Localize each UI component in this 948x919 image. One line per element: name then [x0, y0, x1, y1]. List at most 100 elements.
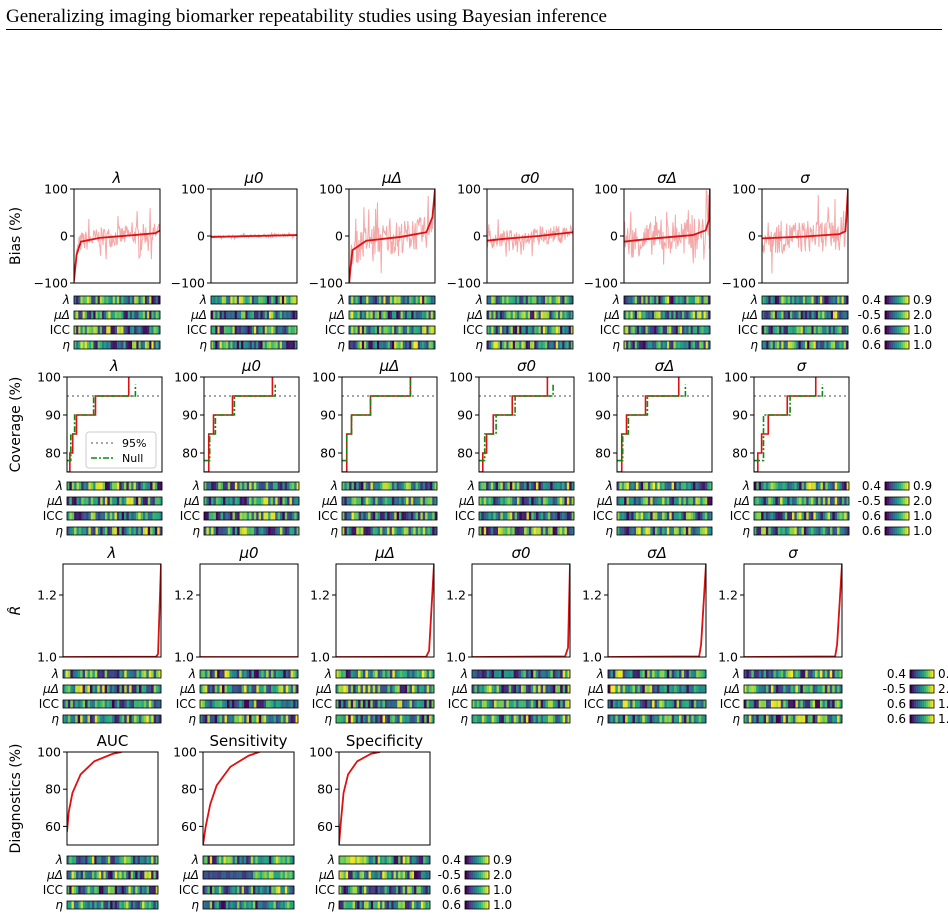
strip-cell	[780, 670, 784, 678]
strip-cell	[268, 670, 272, 678]
strip-cell	[140, 497, 144, 505]
strip-cell	[645, 527, 649, 535]
strip-cell	[151, 700, 154, 708]
strip-cell	[538, 700, 541, 708]
strip-cell	[489, 685, 492, 693]
strip-cell	[262, 311, 266, 319]
strip-cell	[149, 311, 152, 319]
strip-cell	[358, 700, 361, 708]
strip-cell	[384, 901, 388, 909]
strip-cell	[488, 512, 492, 520]
strip-cell	[153, 856, 157, 864]
strip-cell	[495, 341, 499, 349]
strip-cell	[508, 685, 512, 693]
strip-cell	[809, 341, 812, 349]
strip-cell	[566, 527, 570, 535]
strip-cell	[219, 685, 223, 693]
strip-cell	[526, 512, 530, 520]
strip-cell	[784, 482, 788, 490]
strip-cell	[832, 341, 836, 349]
strip-cell	[136, 311, 139, 319]
strip-cell	[241, 685, 245, 693]
strip-cell	[491, 715, 495, 723]
strip-cell	[243, 886, 247, 894]
strip-cell	[423, 856, 426, 864]
strip-cell	[256, 296, 259, 304]
strip-cell	[839, 296, 842, 304]
covariate-strip	[63, 715, 162, 723]
strip-cell	[630, 700, 633, 708]
strip-cell	[294, 482, 297, 490]
strip-cell	[649, 341, 653, 349]
strip-cell	[494, 700, 497, 708]
strip-cell	[228, 871, 231, 879]
strip-cell	[818, 512, 821, 520]
strip-cell	[809, 311, 812, 319]
strip-cell	[549, 341, 552, 349]
strip-cell	[502, 311, 505, 319]
strip-cell	[414, 670, 418, 678]
covariate-strip	[617, 512, 713, 520]
strip-cell	[85, 700, 88, 708]
strip-cell	[807, 715, 811, 723]
strip-cell	[89, 856, 93, 864]
strip-cell	[236, 311, 240, 319]
strip-cell	[126, 527, 130, 535]
strip-cell	[202, 670, 206, 678]
strip-cell	[538, 482, 542, 490]
strip-cell	[675, 341, 679, 349]
strip-cell	[242, 512, 245, 520]
strip-cell	[263, 482, 267, 490]
strip-cell	[377, 482, 381, 490]
strip-cell	[246, 527, 250, 535]
strip-cell	[566, 311, 569, 319]
strip-cell	[413, 497, 416, 505]
strip-cell	[481, 685, 485, 693]
strip-cell	[221, 886, 224, 894]
strip-frame	[478, 511, 575, 521]
strip-cell	[481, 512, 485, 520]
colorbar-cell	[889, 527, 892, 535]
strip-cell	[758, 482, 762, 490]
panel-rhat: σ01.21.0	[446, 544, 571, 665]
strip-cell	[114, 326, 118, 334]
covariate-strip	[74, 296, 161, 304]
strip-cell	[748, 715, 752, 723]
strip-frame	[623, 340, 711, 350]
strip-label: μΔ	[328, 308, 345, 322]
strip-cell	[664, 341, 668, 349]
strip-cell	[686, 296, 689, 304]
strip-cell	[353, 670, 356, 678]
strip-label: λ	[330, 479, 338, 493]
strip-cell	[76, 856, 79, 864]
strip-cell	[827, 512, 831, 520]
strip-cell	[421, 715, 425, 723]
strip-cell	[422, 311, 425, 319]
strip-cell	[628, 296, 631, 304]
strip-cell	[512, 482, 515, 490]
strip-cell	[281, 326, 285, 334]
strip-label: ICC	[315, 883, 335, 897]
strip-cell	[342, 512, 345, 520]
strip-cell	[810, 715, 813, 723]
covariate-strip	[67, 856, 159, 864]
strip-cell	[810, 685, 813, 693]
strip-cell	[400, 886, 403, 894]
strip-cell	[270, 482, 274, 490]
strip-cell	[133, 527, 137, 535]
strip-cell	[422, 341, 425, 349]
strip-cell	[131, 670, 135, 678]
strip-cell	[239, 482, 243, 490]
strip-cell	[498, 670, 502, 678]
strip-cell	[268, 512, 271, 520]
strip-cell	[272, 497, 276, 505]
strip-cell	[157, 482, 160, 490]
strip-cell	[555, 482, 558, 490]
strip-cell	[766, 296, 769, 304]
colorbar-cell	[885, 482, 888, 490]
strip-cell	[550, 670, 554, 678]
strip-cell	[654, 715, 658, 723]
strip-cell	[143, 482, 146, 490]
strip-cell	[652, 715, 655, 723]
ytick-label: 90	[732, 408, 748, 423]
